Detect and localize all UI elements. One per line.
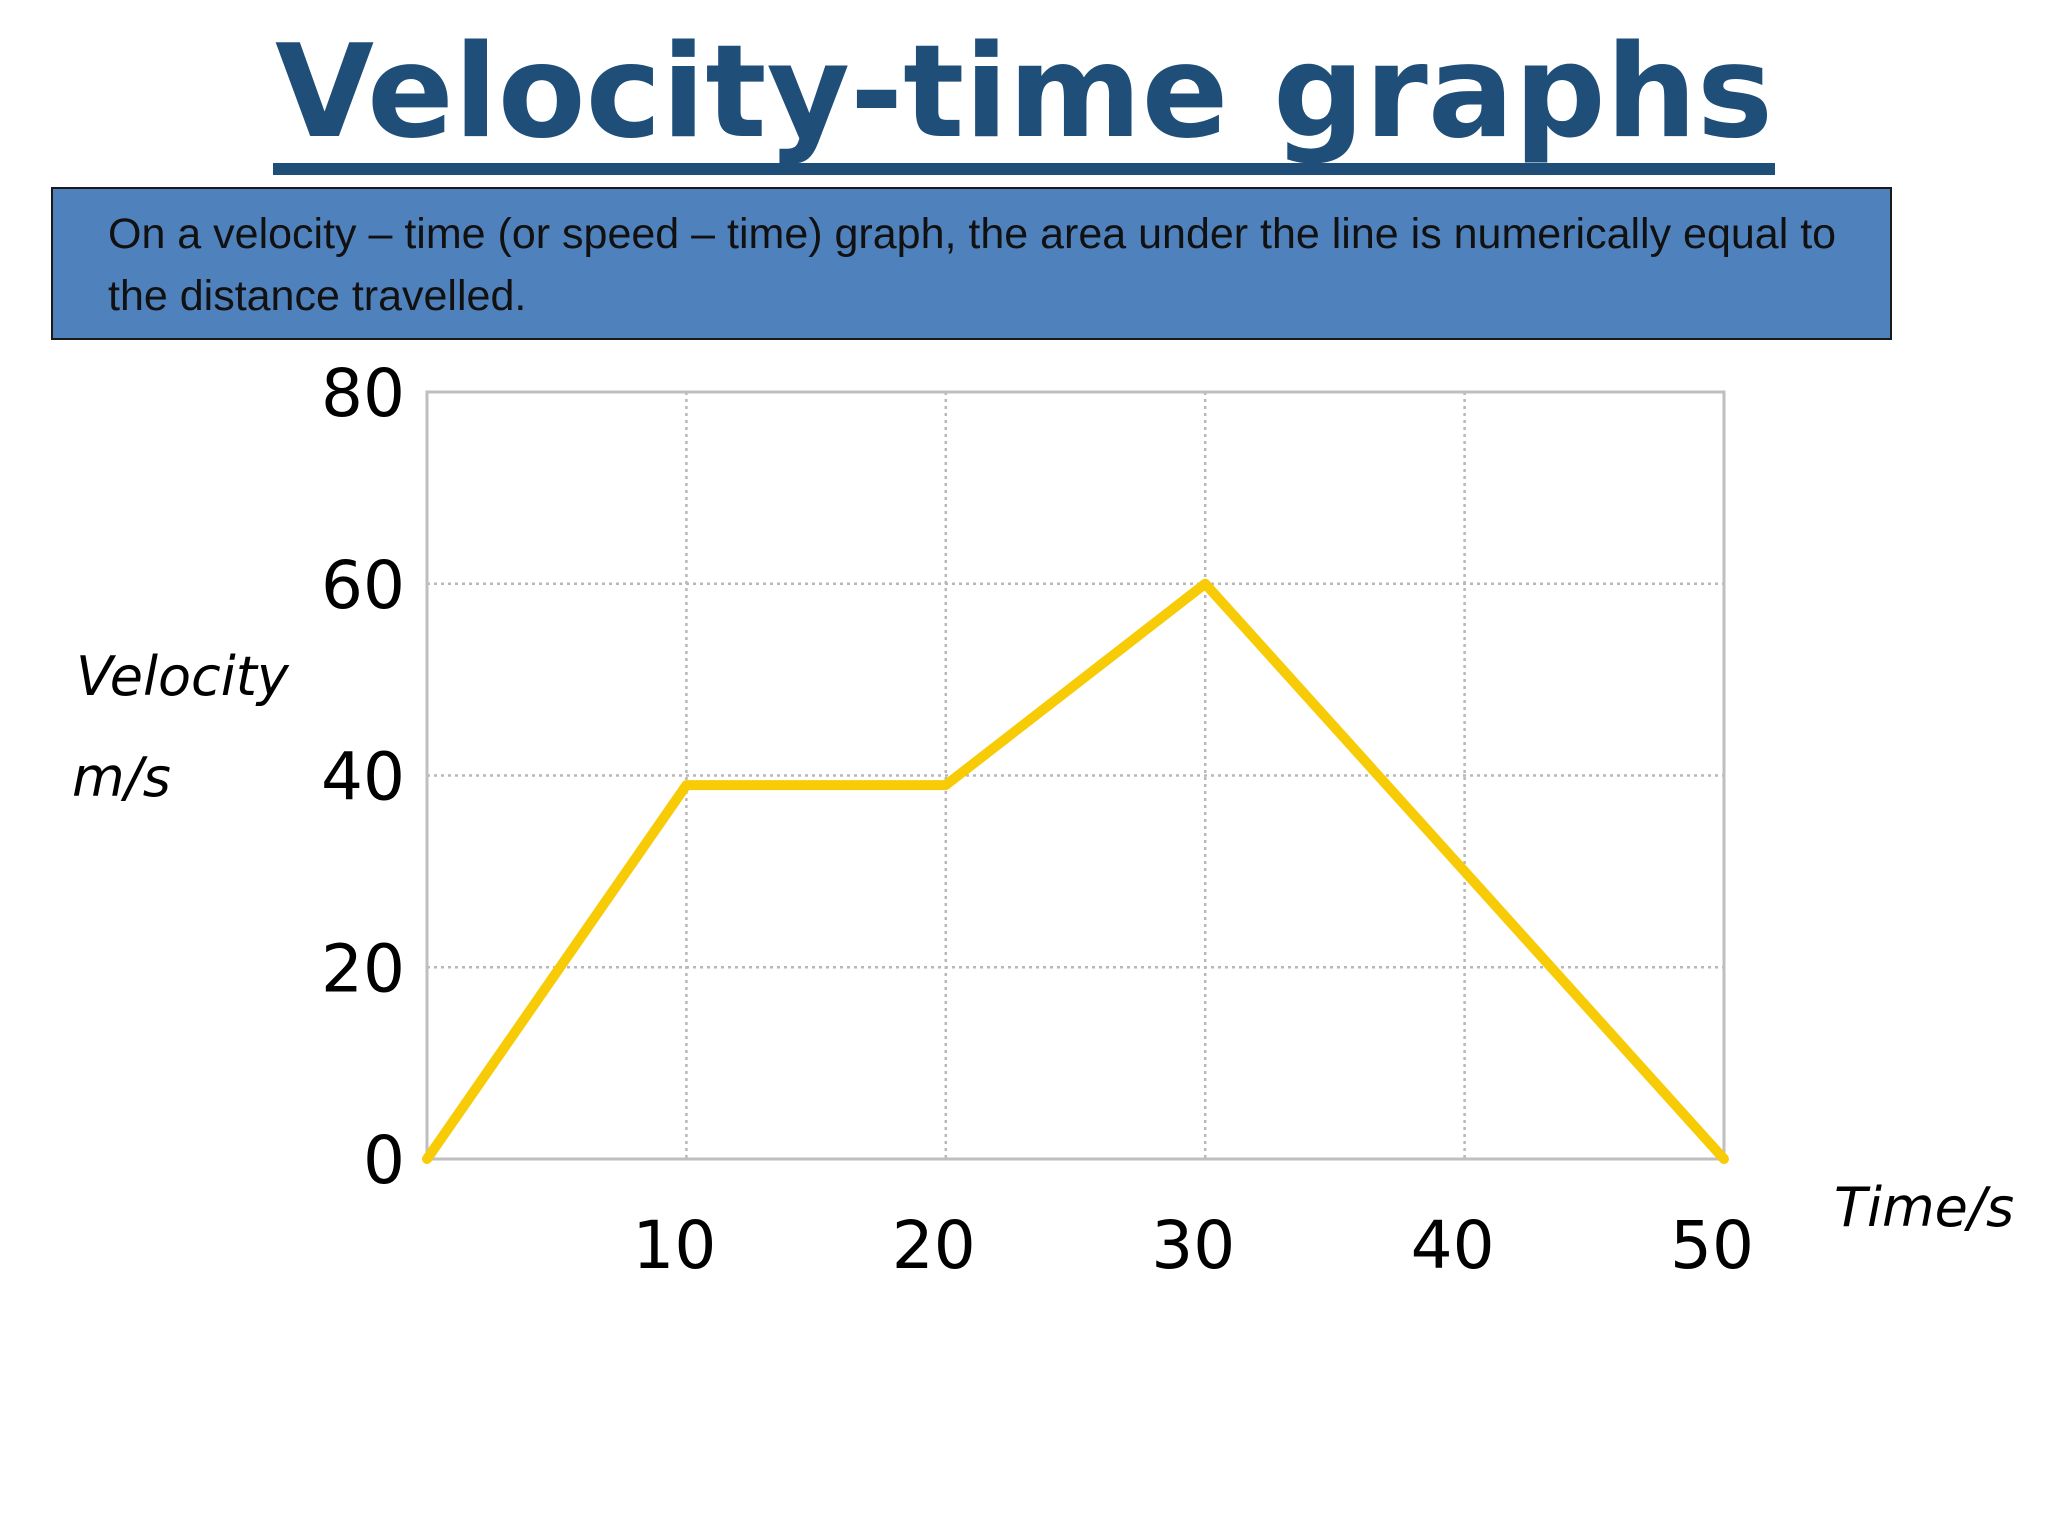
x-tick-label: 50 [1670, 1207, 1754, 1284]
info-box: On a velocity – time (or speed – time) g… [51, 187, 1892, 340]
y-tick-label: 0 [363, 1122, 405, 1199]
x-axis-label: Time/s [1834, 1176, 2014, 1239]
x-tick-label: 20 [892, 1207, 976, 1284]
series-line [422, 578, 1729, 1164]
y-tick-labels: 0 20 40 60 80 [321, 355, 405, 1199]
plot-area-border [425, 390, 1726, 1161]
slide-title-text: Velocity-time graphs [272, 23, 1776, 175]
x-tick-labels: 10 20 30 40 50 [632, 1207, 1754, 1284]
slide-title: Velocity-time graphs [0, 18, 2048, 175]
y-axis-label-line2: m/s [72, 746, 171, 809]
info-text: On a velocity – time (or speed – time) g… [108, 210, 1837, 320]
y-axis-label-line1: Velocity [76, 645, 290, 708]
series-layer [422, 578, 1729, 1164]
y-tick-label: 60 [321, 547, 405, 624]
x-tick-label: 10 [632, 1207, 716, 1284]
y-tick-label: 20 [321, 930, 405, 1007]
y-tick-label: 40 [321, 739, 405, 816]
y-tick-label: 80 [321, 355, 405, 432]
grid-lines [427, 392, 1724, 1159]
x-tick-label: 40 [1411, 1207, 1495, 1284]
x-tick-label: 30 [1151, 1207, 1235, 1284]
